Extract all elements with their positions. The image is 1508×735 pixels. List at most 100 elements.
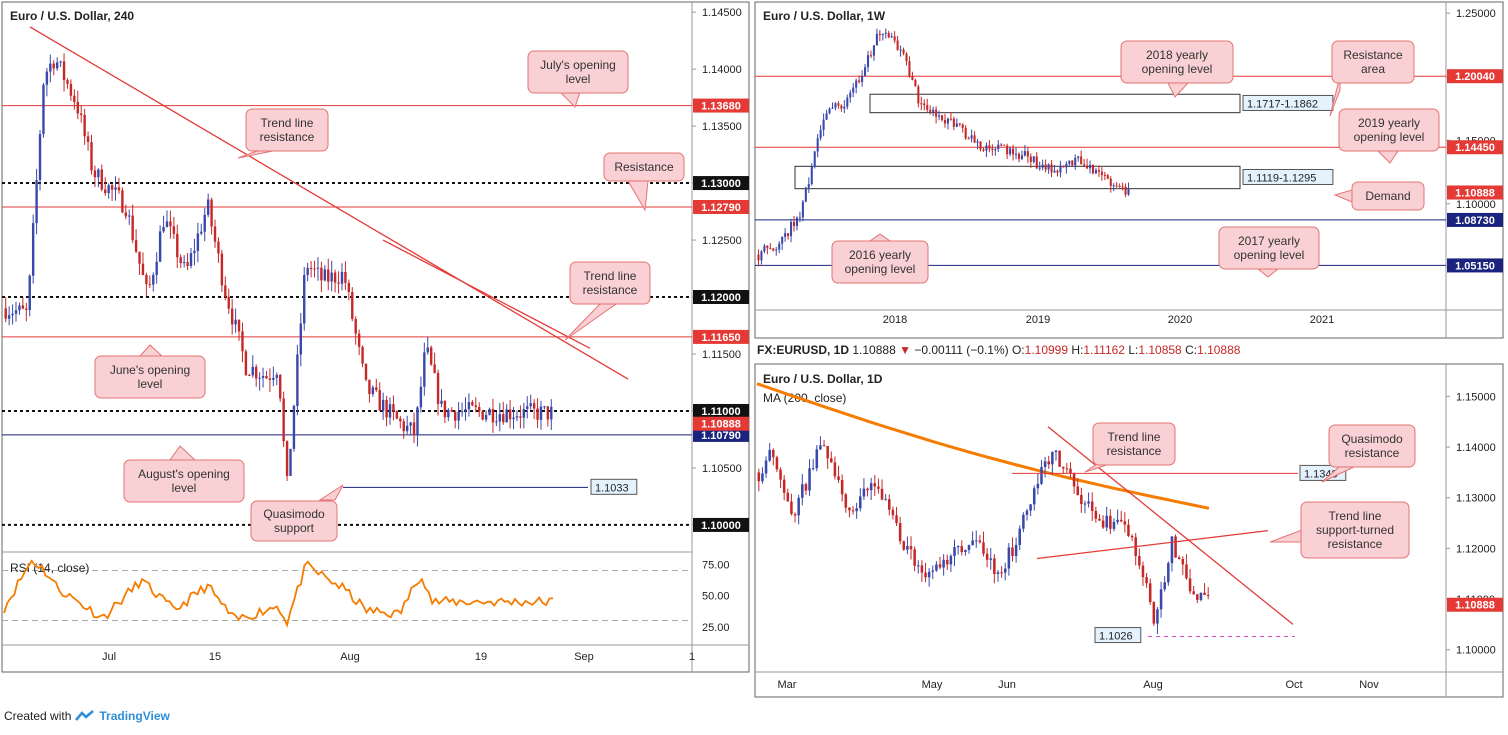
candle-body bbox=[979, 141, 982, 150]
candle-body bbox=[128, 215, 131, 217]
candle-body bbox=[213, 226, 217, 242]
candle-body bbox=[182, 262, 186, 264]
candle-body bbox=[344, 271, 347, 283]
candle-body bbox=[1035, 156, 1038, 169]
candle-body bbox=[258, 377, 261, 379]
w1-xtick-label: 2021 bbox=[1310, 314, 1334, 326]
change-value: −0.00111 (−0.1%) bbox=[914, 343, 1009, 357]
h4-level-tag-label: 1.10790 bbox=[701, 430, 741, 442]
candle-body bbox=[385, 399, 388, 418]
candle-body bbox=[1087, 501, 1090, 504]
candle-body bbox=[1199, 592, 1203, 600]
candle-body bbox=[460, 411, 464, 413]
candle-body bbox=[155, 261, 158, 275]
candle-body bbox=[405, 425, 409, 432]
candle-body bbox=[914, 79, 917, 87]
candle-body bbox=[895, 515, 898, 524]
candle-body bbox=[354, 318, 357, 334]
candle-body bbox=[502, 414, 505, 423]
candle-body bbox=[327, 269, 330, 282]
candle-body bbox=[932, 109, 935, 113]
candle-body bbox=[985, 553, 989, 560]
h4-callout-trendline-res-2-box bbox=[569, 261, 651, 305]
candle-body bbox=[1071, 160, 1074, 166]
candle-body bbox=[778, 243, 781, 250]
candle-body bbox=[364, 363, 368, 380]
rsi-ytick-label: 50.00 bbox=[702, 591, 730, 603]
candle-body bbox=[203, 214, 206, 232]
h4-callout-trendline-res-1-label: resistance bbox=[260, 130, 315, 144]
w1-zone-label-box bbox=[1242, 168, 1334, 185]
candle-body bbox=[189, 253, 193, 267]
candle-body bbox=[869, 55, 873, 57]
candle-body bbox=[1181, 559, 1185, 565]
tradingview-brand[interactable]: TradingView bbox=[99, 709, 170, 723]
candle-body bbox=[436, 372, 440, 404]
candle-body bbox=[1056, 170, 1059, 173]
candle-body bbox=[855, 80, 858, 88]
candle-body bbox=[988, 145, 991, 149]
candle-body bbox=[1006, 145, 1009, 155]
candle-body bbox=[1118, 185, 1121, 187]
candle-body bbox=[512, 417, 515, 420]
candle-body bbox=[416, 407, 419, 436]
candle-body bbox=[1000, 572, 1003, 574]
candle-body bbox=[1101, 520, 1105, 528]
candle-body bbox=[224, 285, 227, 297]
candle-body bbox=[1196, 594, 1199, 600]
candle-body bbox=[478, 407, 481, 411]
candle-body bbox=[107, 185, 110, 194]
candle-body bbox=[176, 233, 179, 258]
w1-callout-2018-open-tail bbox=[1167, 82, 1190, 98]
w1-callout-resistance-area-label: area bbox=[1361, 62, 1385, 76]
candle-body bbox=[784, 233, 787, 237]
candle-body bbox=[1206, 594, 1210, 596]
candle-body bbox=[1054, 450, 1058, 452]
candle-body bbox=[982, 542, 985, 554]
candle-body bbox=[801, 484, 804, 498]
candle-body bbox=[772, 449, 775, 458]
candle-body bbox=[121, 190, 124, 213]
candle-body bbox=[371, 387, 375, 395]
candle-body bbox=[1094, 511, 1098, 519]
candle-body bbox=[1177, 557, 1181, 560]
candle-body bbox=[1080, 494, 1083, 505]
candle-body bbox=[974, 540, 978, 542]
candle-body bbox=[440, 400, 443, 404]
h4-callout-august-open-label: August's opening bbox=[138, 467, 230, 481]
w1-xtick-label: 2019 bbox=[1026, 314, 1050, 326]
candle-body bbox=[282, 398, 285, 442]
h4-level-tag-label: 1.11650 bbox=[701, 332, 740, 344]
candle-body bbox=[1000, 144, 1003, 146]
candle-body bbox=[104, 189, 107, 194]
candle-body bbox=[923, 103, 926, 106]
candle-body bbox=[515, 416, 519, 418]
w1-callout-2019-open-label: opening level bbox=[1354, 130, 1425, 144]
w1-callout-demand-label: Demand bbox=[1365, 189, 1410, 203]
candle-body bbox=[830, 458, 833, 463]
candle-body bbox=[484, 414, 488, 420]
candle-body bbox=[1014, 544, 1018, 557]
candle-body bbox=[956, 546, 960, 548]
candle-body bbox=[967, 545, 971, 550]
candle-body bbox=[35, 180, 38, 224]
candle-body bbox=[131, 215, 134, 241]
w1-callout-2017-open-box bbox=[1218, 226, 1320, 270]
candle-body bbox=[810, 166, 813, 185]
w1-ytick-label: 1.10000 bbox=[1456, 199, 1496, 211]
candle-body bbox=[946, 118, 949, 124]
candle-body bbox=[1072, 473, 1076, 487]
rsi-ytick-label: 25.00 bbox=[702, 622, 730, 634]
h4-xtick-label: 15 bbox=[209, 651, 221, 663]
candle-body bbox=[1017, 153, 1021, 159]
candle-body bbox=[943, 119, 947, 124]
d1-callout-quasimodo-res-box bbox=[1328, 424, 1416, 468]
candle-body bbox=[862, 488, 866, 497]
candle-body bbox=[825, 113, 828, 120]
candle-body bbox=[1011, 547, 1014, 557]
candle-body bbox=[1119, 519, 1123, 522]
